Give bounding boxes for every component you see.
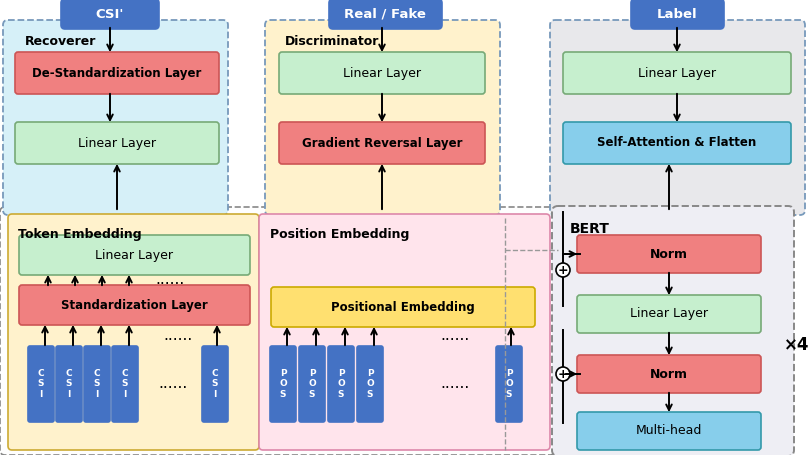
Text: Real / Fake: Real / Fake bbox=[344, 7, 426, 20]
Text: C
S
I: C S I bbox=[122, 369, 128, 399]
FancyBboxPatch shape bbox=[19, 235, 250, 275]
FancyBboxPatch shape bbox=[15, 122, 219, 164]
Text: Linear Layer: Linear Layer bbox=[78, 136, 156, 150]
Text: Standardization Layer: Standardization Layer bbox=[61, 298, 208, 312]
Text: Linear Layer: Linear Layer bbox=[630, 308, 708, 320]
Text: Positional Embedding: Positional Embedding bbox=[331, 300, 475, 313]
Text: CSI': CSI' bbox=[96, 7, 124, 20]
Text: P
O
S: P O S bbox=[505, 369, 513, 399]
Circle shape bbox=[556, 263, 570, 277]
Text: Gradient Reversal Layer: Gradient Reversal Layer bbox=[301, 136, 462, 150]
FancyBboxPatch shape bbox=[577, 235, 761, 273]
Text: P
O
S: P O S bbox=[366, 369, 374, 399]
FancyBboxPatch shape bbox=[563, 52, 791, 94]
Text: Position Embedding: Position Embedding bbox=[270, 228, 410, 241]
Text: Discriminator: Discriminator bbox=[285, 35, 380, 48]
FancyBboxPatch shape bbox=[279, 122, 485, 164]
Text: C
S
I: C S I bbox=[94, 369, 100, 399]
Text: Linear Layer: Linear Layer bbox=[343, 66, 421, 80]
FancyBboxPatch shape bbox=[19, 285, 250, 325]
Text: P
O
S: P O S bbox=[308, 369, 316, 399]
FancyBboxPatch shape bbox=[279, 52, 485, 94]
Text: P
O
S: P O S bbox=[337, 369, 345, 399]
FancyBboxPatch shape bbox=[56, 346, 82, 422]
FancyBboxPatch shape bbox=[28, 346, 54, 422]
FancyBboxPatch shape bbox=[270, 346, 296, 422]
FancyBboxPatch shape bbox=[0, 207, 555, 455]
FancyBboxPatch shape bbox=[577, 295, 761, 333]
FancyBboxPatch shape bbox=[84, 346, 110, 422]
Text: ......: ...... bbox=[158, 376, 187, 391]
FancyBboxPatch shape bbox=[328, 346, 354, 422]
FancyBboxPatch shape bbox=[8, 214, 259, 450]
Text: ×4: ×4 bbox=[785, 336, 808, 354]
FancyBboxPatch shape bbox=[3, 20, 228, 215]
FancyBboxPatch shape bbox=[550, 20, 805, 215]
Text: BERT: BERT bbox=[570, 222, 610, 236]
Circle shape bbox=[556, 367, 570, 381]
Text: ......: ...... bbox=[155, 273, 184, 288]
FancyBboxPatch shape bbox=[563, 122, 791, 164]
FancyBboxPatch shape bbox=[552, 206, 794, 455]
FancyBboxPatch shape bbox=[112, 346, 138, 422]
Text: Token Embedding: Token Embedding bbox=[18, 228, 141, 241]
Text: P
O
S: P O S bbox=[279, 369, 287, 399]
Text: ......: ...... bbox=[163, 328, 192, 343]
FancyBboxPatch shape bbox=[496, 346, 522, 422]
Text: +: + bbox=[558, 263, 568, 277]
FancyBboxPatch shape bbox=[259, 214, 550, 450]
Text: ......: ...... bbox=[440, 376, 469, 391]
Text: C
S
I: C S I bbox=[65, 369, 72, 399]
Text: Linear Layer: Linear Layer bbox=[638, 66, 716, 80]
Text: Norm: Norm bbox=[650, 368, 688, 380]
FancyBboxPatch shape bbox=[329, 0, 442, 29]
Text: ......: ...... bbox=[440, 329, 469, 344]
FancyBboxPatch shape bbox=[61, 0, 159, 29]
FancyBboxPatch shape bbox=[357, 346, 383, 422]
Text: Multi-head: Multi-head bbox=[636, 425, 702, 438]
Text: C
S
I: C S I bbox=[212, 369, 218, 399]
FancyBboxPatch shape bbox=[265, 20, 500, 215]
FancyBboxPatch shape bbox=[271, 287, 535, 327]
Text: Label: Label bbox=[657, 7, 697, 20]
FancyBboxPatch shape bbox=[202, 346, 228, 422]
Text: Linear Layer: Linear Layer bbox=[95, 248, 173, 262]
FancyBboxPatch shape bbox=[577, 412, 761, 450]
Text: Self-Attention & Flatten: Self-Attention & Flatten bbox=[597, 136, 756, 150]
Text: Recoverer: Recoverer bbox=[25, 35, 96, 48]
Text: C
S
I: C S I bbox=[38, 369, 44, 399]
Text: De-Standardization Layer: De-Standardization Layer bbox=[32, 66, 202, 80]
FancyBboxPatch shape bbox=[577, 355, 761, 393]
Text: Norm: Norm bbox=[650, 248, 688, 261]
FancyBboxPatch shape bbox=[299, 346, 325, 422]
Text: +: + bbox=[558, 368, 568, 380]
FancyBboxPatch shape bbox=[631, 0, 724, 29]
FancyBboxPatch shape bbox=[15, 52, 219, 94]
